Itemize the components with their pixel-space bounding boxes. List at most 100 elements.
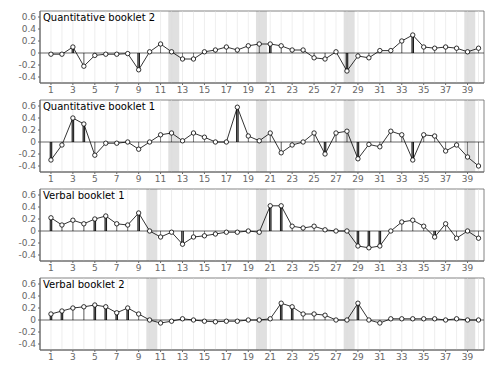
svg-text:0.4: 0.4	[22, 24, 37, 34]
svg-text:19: 19	[243, 174, 255, 184]
svg-text:17: 17	[221, 352, 232, 362]
svg-text:0: 0	[30, 48, 36, 58]
svg-text:0.2: 0.2	[22, 125, 36, 135]
svg-text:17: 17	[221, 263, 232, 273]
svg-text:11: 11	[155, 352, 166, 362]
svg-text:9: 9	[136, 85, 142, 95]
svg-text:33: 33	[396, 85, 407, 95]
svg-text:1: 1	[48, 263, 54, 273]
svg-text:21: 21	[264, 352, 275, 362]
svg-text:35: 35	[418, 263, 429, 273]
svg-text:31: 31	[374, 352, 385, 362]
svg-text:27: 27	[330, 85, 341, 95]
svg-text:7: 7	[114, 352, 120, 362]
svg-text:33: 33	[396, 263, 407, 273]
svg-text:37: 37	[440, 85, 451, 95]
svg-text:0.4: 0.4	[22, 113, 37, 123]
svg-text:25: 25	[308, 174, 319, 184]
svg-text:27: 27	[330, 352, 341, 362]
svg-text:0.6: 0.6	[22, 101, 37, 111]
svg-text:9: 9	[136, 263, 142, 273]
svg-text:25: 25	[308, 85, 319, 95]
svg-text:39: 39	[462, 174, 474, 184]
svg-text:35: 35	[418, 174, 429, 184]
svg-text:0: 0	[30, 137, 36, 147]
svg-text:3: 3	[70, 263, 76, 273]
svg-text:1: 1	[48, 174, 54, 184]
svg-text:31: 31	[374, 263, 385, 273]
svg-text:5: 5	[92, 174, 98, 184]
svg-text:39: 39	[462, 352, 474, 362]
svg-text:0.4: 0.4	[22, 291, 37, 301]
svg-text:-0.4: -0.4	[18, 161, 36, 171]
svg-text:35: 35	[418, 352, 429, 362]
svg-text:15: 15	[199, 85, 210, 95]
svg-text:-0.4: -0.4	[18, 72, 36, 82]
svg-text:23: 23	[286, 85, 297, 95]
svg-text:39: 39	[462, 263, 474, 273]
svg-text:3: 3	[70, 352, 76, 362]
svg-text:21: 21	[264, 263, 275, 273]
svg-text:13: 13	[177, 174, 188, 184]
svg-text:33: 33	[396, 174, 407, 184]
svg-text:15: 15	[199, 352, 210, 362]
svg-text:37: 37	[440, 352, 451, 362]
svg-text:31: 31	[374, 85, 385, 95]
svg-text:5: 5	[92, 263, 98, 273]
svg-text:7: 7	[114, 85, 120, 95]
svg-text:11: 11	[155, 263, 166, 273]
svg-text:25: 25	[308, 263, 319, 273]
svg-text:3: 3	[70, 85, 76, 95]
svg-text:7: 7	[114, 174, 120, 184]
svg-text:27: 27	[330, 174, 341, 184]
svg-text:29: 29	[352, 352, 364, 362]
svg-text:21: 21	[264, 174, 275, 184]
svg-text:9: 9	[136, 352, 142, 362]
svg-text:21: 21	[264, 85, 275, 95]
svg-text:31: 31	[374, 174, 385, 184]
svg-text:15: 15	[199, 263, 210, 273]
svg-text:23: 23	[286, 352, 297, 362]
svg-text:-0.2: -0.2	[18, 149, 36, 159]
svg-text:-0.2: -0.2	[18, 327, 36, 337]
svg-text:29: 29	[352, 85, 364, 95]
svg-text:0: 0	[30, 315, 36, 325]
svg-text:7: 7	[114, 263, 120, 273]
svg-text:19: 19	[243, 263, 255, 273]
svg-text:11: 11	[155, 174, 166, 184]
svg-text:13: 13	[177, 352, 188, 362]
svg-text:5: 5	[92, 85, 98, 95]
svg-text:-0.2: -0.2	[18, 60, 36, 70]
svg-text:37: 37	[440, 174, 451, 184]
svg-text:9: 9	[136, 174, 142, 184]
svg-text:0.2: 0.2	[22, 36, 36, 46]
svg-text:0.4: 0.4	[22, 202, 37, 212]
svg-text:13: 13	[177, 263, 188, 273]
svg-text:23: 23	[286, 263, 297, 273]
svg-text:15: 15	[199, 174, 210, 184]
svg-text:0: 0	[30, 226, 36, 236]
svg-text:29: 29	[352, 174, 364, 184]
svg-text:5: 5	[92, 352, 98, 362]
svg-text:35: 35	[418, 85, 429, 95]
svg-text:33: 33	[396, 352, 407, 362]
svg-text:27: 27	[330, 263, 341, 273]
svg-text:29: 29	[352, 263, 364, 273]
svg-text:25: 25	[308, 352, 319, 362]
svg-text:0.2: 0.2	[22, 214, 36, 224]
svg-text:-0.4: -0.4	[18, 250, 36, 260]
svg-text:-0.2: -0.2	[18, 238, 36, 248]
svg-text:17: 17	[221, 85, 232, 95]
svg-text:17: 17	[221, 174, 232, 184]
svg-text:0.6: 0.6	[22, 279, 37, 289]
svg-text:19: 19	[243, 85, 255, 95]
svg-text:1: 1	[48, 352, 54, 362]
svg-text:0.6: 0.6	[22, 190, 37, 200]
svg-text:37: 37	[440, 263, 451, 273]
svg-text:13: 13	[177, 85, 188, 95]
svg-text:0.2: 0.2	[22, 303, 36, 313]
svg-text:-0.4: -0.4	[18, 339, 36, 349]
svg-text:1: 1	[48, 85, 54, 95]
svg-text:0.6: 0.6	[22, 12, 37, 22]
svg-text:23: 23	[286, 174, 297, 184]
